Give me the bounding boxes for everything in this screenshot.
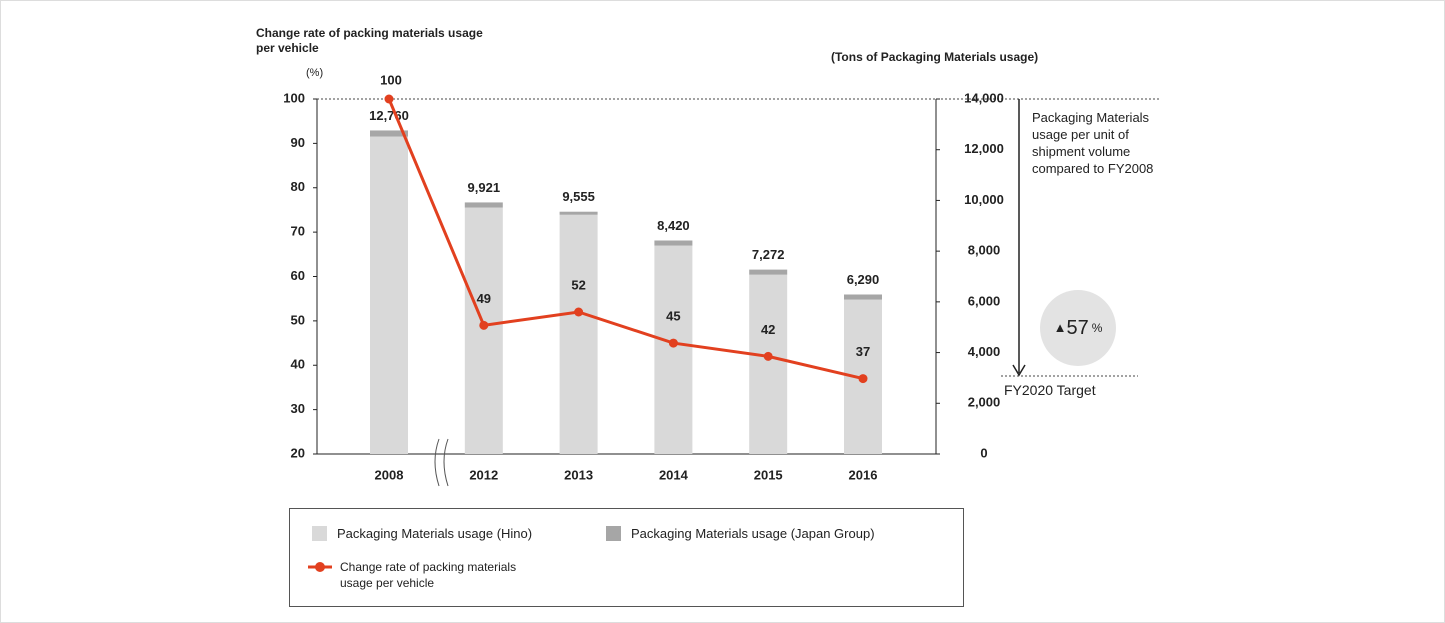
y-tick-label: 60: [291, 268, 305, 283]
axis-break: [434, 438, 449, 487]
y2-tick-label: 8,000: [968, 243, 1001, 258]
y-tick-label: 40: [291, 357, 305, 372]
bar: [749, 269, 788, 275]
y2-tick-label: 14,000: [964, 90, 1004, 105]
bar: [844, 294, 882, 300]
y-tick-label: 80: [291, 179, 305, 194]
y-axis-title: Change rate of packing materials usage p…: [256, 26, 483, 55]
bar: [464, 207, 503, 454]
y2-tick-label: 2,000: [968, 395, 1001, 410]
bar-total-label: 8,420: [657, 218, 690, 233]
bar-total-label: 9,555: [562, 189, 595, 204]
arrow-head: [1012, 364, 1026, 377]
reduction-marker: ▲: [1054, 320, 1067, 335]
line-point: [763, 351, 773, 361]
bar-total-label: 9,921: [468, 180, 501, 195]
data-label: 42: [761, 322, 775, 337]
x-tick-label: 2016: [849, 467, 878, 482]
line-point: [668, 338, 678, 348]
bar: [559, 214, 598, 454]
legend-swatch: [308, 562, 332, 572]
y-tick-label: 70: [291, 224, 305, 239]
y-tick-label: 50: [291, 312, 305, 327]
y2-tick-label: 12,000: [964, 141, 1004, 156]
target-label: FY2020 Target: [1004, 382, 1096, 398]
y2-tick-label: 10,000: [964, 192, 1004, 207]
reduction-label: ▲57%: [1054, 317, 1103, 339]
data-label: 37: [856, 344, 870, 359]
legend-swatch: [606, 526, 621, 541]
legend-label: Packaging Materials usage (Japan Group): [631, 526, 875, 541]
reduction-unit: %: [1092, 321, 1103, 335]
bar: [370, 130, 408, 137]
bar: [464, 202, 503, 208]
legend-swatch: [312, 526, 327, 541]
y2-tick-label: 0: [980, 445, 987, 460]
y2-axis-title: (Tons of Packaging Materials usage): [831, 50, 1039, 64]
legend-item: Change rate of packing materials usage p…: [308, 559, 540, 591]
y-tick-label: 90: [291, 135, 305, 150]
bar: [654, 245, 693, 454]
x-tick-label: 2012: [469, 467, 498, 482]
data-label: 49: [477, 291, 491, 306]
x-tick-label: 2008: [375, 467, 404, 482]
bar: [654, 240, 693, 246]
data-label: 100: [380, 72, 402, 87]
line-point: [479, 320, 489, 330]
annotation-note: Packaging Materials usage per unit of sh…: [1032, 110, 1154, 176]
legend-label: Change rate of packing materials usage p…: [340, 560, 517, 590]
bar: [370, 136, 408, 454]
y-tick-label: 100: [283, 90, 305, 105]
legend-item: Packaging Materials usage (Hino): [312, 526, 532, 541]
legend-item: Packaging Materials usage (Japan Group): [606, 526, 875, 541]
legend: Packaging Materials usage (Hino) Packagi…: [289, 508, 964, 607]
bar: [559, 211, 598, 215]
data-label: 52: [571, 277, 585, 292]
reduction-value: 57: [1066, 317, 1088, 339]
y2-tick-label: 4,000: [968, 344, 1001, 359]
reduction-badge: [1040, 290, 1116, 366]
data-label: 45: [666, 309, 680, 324]
y2-tick-label: 6,000: [968, 293, 1001, 308]
y-tick-label: 30: [291, 401, 305, 416]
line-point: [574, 307, 584, 317]
bar-total-label: 12,760: [369, 108, 409, 123]
bar: [749, 274, 788, 454]
x-tick-label: 2015: [754, 467, 783, 482]
line-point: [858, 374, 868, 384]
y-tick-label: 20: [291, 445, 305, 460]
line: [387, 98, 864, 381]
line-point: [384, 94, 394, 104]
bar-total-label: 6,290: [847, 272, 880, 287]
line-series: 100 49 52 45 42 37: [380, 72, 870, 384]
y-axis-unit: (%): [306, 67, 324, 79]
x-tick-label: 2014: [659, 467, 689, 482]
legend-label: Packaging Materials usage (Hino): [337, 526, 533, 541]
bar-total-label: 7,272: [752, 247, 785, 262]
x-tick-label: 2013: [564, 467, 593, 482]
